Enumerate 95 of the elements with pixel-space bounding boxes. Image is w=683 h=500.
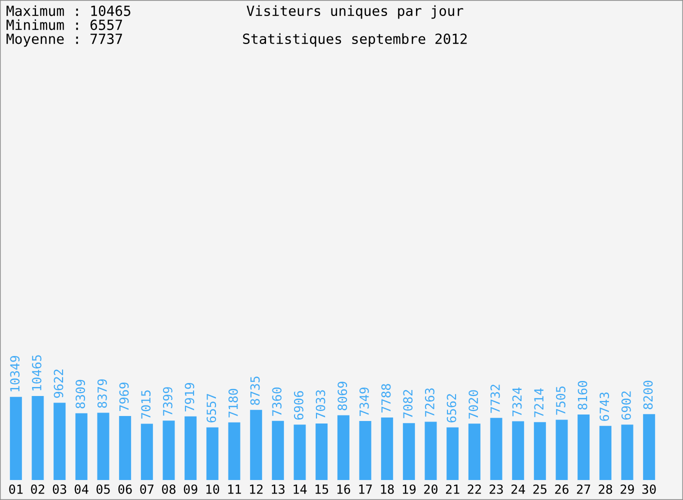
bar [32, 396, 44, 480]
x-tick-label: 24 [511, 484, 526, 494]
bar [184, 416, 197, 480]
data-label: 8379 [97, 379, 107, 408]
x-tick-label: 30 [642, 484, 656, 494]
x-tick-label: 17 [359, 484, 372, 494]
data-label: 7180 [228, 388, 238, 418]
data-label: 7214 [534, 388, 544, 418]
data-label: 7263 [424, 388, 434, 417]
data-label: 7349 [359, 388, 369, 416]
bar [643, 414, 656, 480]
bar [621, 424, 634, 480]
x-tick-label: 16 [337, 484, 350, 494]
bar [402, 423, 415, 480]
bar [250, 410, 262, 480]
bar [10, 396, 22, 480]
data-label: 7399 [162, 387, 172, 416]
bar [54, 402, 66, 480]
x-tick-label: 18 [381, 484, 394, 494]
bar [75, 413, 88, 480]
x-tick-label: 25 [533, 484, 546, 494]
bar [424, 422, 437, 480]
bar [272, 420, 284, 480]
data-label: 7082 [403, 390, 413, 418]
bar [162, 420, 175, 480]
bar [381, 417, 394, 480]
x-tick-label: 14 [294, 484, 307, 494]
bar [119, 416, 132, 480]
bar [446, 427, 459, 480]
x-tick-label: 26 [555, 484, 568, 494]
data-label: 8160 [578, 381, 588, 410]
data-label: 10465 [32, 355, 42, 390]
data-label: 8200 [643, 380, 653, 410]
x-tick-label: 29 [620, 484, 634, 494]
bar [599, 426, 612, 480]
bar [316, 424, 328, 480]
data-label: 8735 [250, 376, 260, 405]
bar [534, 422, 546, 480]
data-label: 6562 [446, 394, 456, 422]
x-tick-label: 20 [424, 484, 438, 494]
data-label: 7505 [556, 386, 566, 415]
data-label: 6557 [206, 394, 216, 422]
data-label: 7788 [381, 384, 391, 412]
bar [359, 421, 372, 480]
data-label: 7360 [272, 387, 282, 416]
bar [468, 424, 480, 480]
chart-title: Visiteurs uniques par jour [246, 5, 464, 19]
x-tick-label: 12 [250, 484, 263, 494]
x-tick-label: 22 [468, 484, 481, 494]
data-label: 7015 [141, 390, 151, 419]
x-tick-label: 23 [490, 484, 503, 494]
bar [490, 418, 502, 480]
x-tick-label: 28 [598, 484, 612, 494]
text: Maximum : 10465 [6, 5, 130, 16]
x-tick-label: 08 [162, 484, 176, 494]
x-tick-label: 19 [402, 484, 416, 494]
data-label: 7324 [512, 388, 522, 416]
x-tick-label: 07 [140, 484, 154, 494]
bar [228, 422, 240, 480]
x-tick-label: 11 [228, 484, 241, 494]
data-label: 7020 [468, 390, 478, 419]
x-tick-label: 01 [9, 484, 23, 494]
x-tick-label: 10 [206, 484, 220, 494]
bar [578, 414, 590, 480]
bar [140, 424, 153, 480]
x-tick-label: 15 [316, 484, 328, 494]
x-tick-label: 03 [52, 484, 66, 494]
data-label: 6906 [294, 391, 304, 420]
bar [294, 424, 306, 480]
x-tick-label: 05 [96, 484, 110, 494]
x-tick-label: 06 [118, 484, 132, 494]
data-label: 9622 [54, 370, 64, 398]
data-label: 7732 [490, 384, 500, 413]
data-label: 7969 [119, 382, 129, 412]
data-label: 10349 [10, 356, 20, 392]
text: Moyenne : 7737 [6, 34, 122, 47]
data-label: 6743 [600, 392, 610, 421]
x-tick-label: 27 [576, 484, 590, 494]
x-tick-label: 13 [272, 484, 285, 494]
bar [97, 412, 110, 480]
bar [206, 427, 218, 480]
data-label: 7919 [184, 383, 194, 412]
data-label: 7033 [316, 390, 326, 419]
data-label: 6902 [621, 391, 631, 420]
x-tick-label: 21 [446, 484, 460, 494]
x-tick-label: 09 [184, 484, 198, 494]
chart-subtitle: Statistiques septembre 2012 [243, 33, 467, 47]
data-label: 8309 [76, 380, 86, 408]
bar [556, 420, 568, 480]
text: Minimum : 6557 [6, 19, 122, 30]
bar [337, 415, 350, 480]
bar [512, 421, 524, 480]
x-tick-label: 04 [74, 484, 88, 494]
data-label: 8069 [338, 382, 348, 410]
x-tick-label: 02 [31, 484, 44, 494]
